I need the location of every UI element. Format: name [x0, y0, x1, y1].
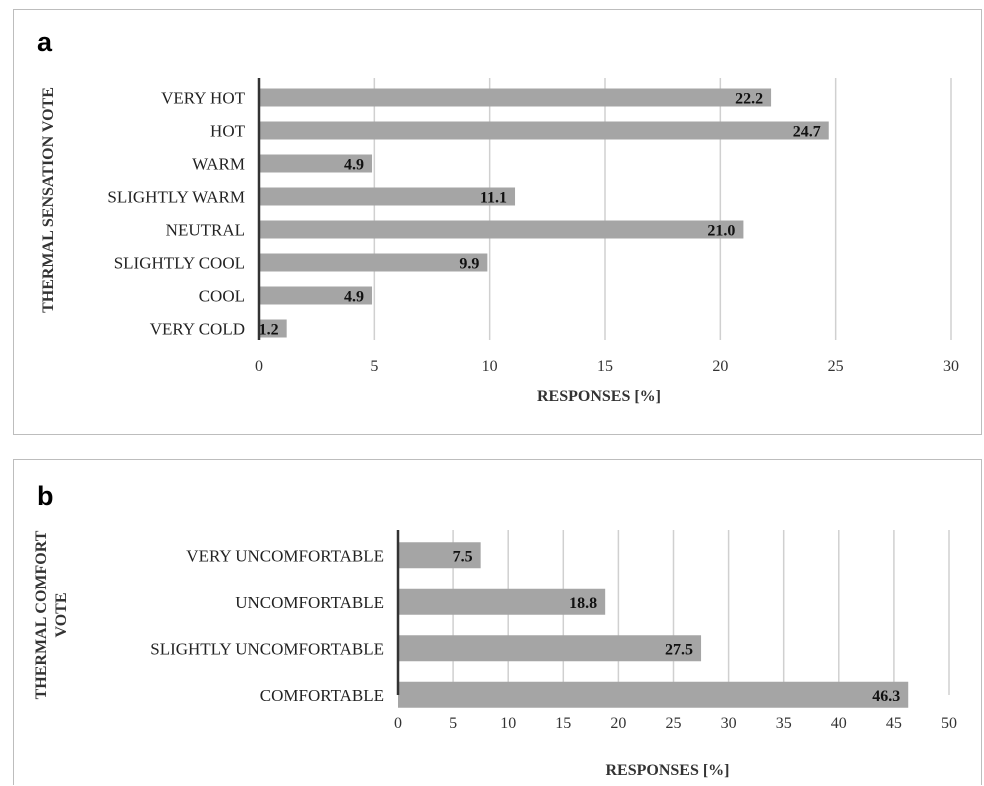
x-tick-label-b-6: 30	[721, 715, 737, 732]
y-axis-title-b-line-0: THERMAL COMFORT	[33, 530, 50, 699]
category-label-a-7: VERY COLD	[150, 320, 245, 339]
x-tick-label-a-1: 5	[370, 358, 378, 375]
x-tick-label-b-9: 45	[886, 715, 902, 732]
bar-a-2	[259, 154, 373, 173]
y-axis-title-b-line-1: VOTE	[53, 592, 70, 637]
x-tick-label-a-3: 15	[597, 358, 613, 375]
data-label-b-2: 27.5	[665, 641, 693, 658]
bar-a-3	[259, 187, 516, 206]
data-label-a-2: 4.9	[344, 157, 364, 174]
data-label-a-1: 24.7	[793, 124, 821, 141]
bar-a-1	[259, 121, 829, 140]
panel-letter-a: a	[37, 27, 53, 57]
category-label-b-2: SLIGHTLY UNCOMFORTABLE	[150, 639, 384, 658]
chart-b: VERY UNCOMFORTABLE 7.5 UNCOMFORTABLE 18.8 SL…	[33, 530, 957, 779]
x-axis-title-a: RESPONSES [%]	[537, 388, 661, 405]
category-label-b-1: UNCOMFORTABLE	[235, 593, 384, 612]
chart-panel-b: b VERY UNCOMFORTABLE 7.5 UNCOMFORTABLE 18.8…	[13, 459, 982, 785]
y-axis-title-a: THERMAL SENSATION VOTE	[40, 87, 57, 313]
chart-a: VERY HOT 22.2 HOT 24.7 WARM 4.9 SLIGHTLY WARM 1…	[40, 78, 959, 405]
category-label-a-1: HOT	[210, 122, 246, 141]
bar-b-3	[398, 681, 909, 708]
x-tick-label-b-7: 35	[776, 715, 792, 732]
category-label-a-4: NEUTRAL	[166, 221, 245, 240]
data-label-b-3: 46.3	[872, 688, 900, 705]
x-tick-label-b-1: 5	[449, 715, 457, 732]
category-label-b-3: COMFORTABLE	[260, 686, 384, 705]
bar-a-7	[259, 319, 287, 338]
category-label-a-2: WARM	[192, 155, 245, 174]
data-label-a-5: 9.9	[459, 256, 479, 273]
bar-b-2	[398, 635, 702, 662]
data-label-a-7: 1.2	[259, 322, 279, 339]
category-label-b-0: VERY UNCOMFORTABLE	[186, 546, 384, 565]
bar-b-0	[398, 542, 481, 569]
x-tick-label-a-6: 30	[943, 358, 959, 375]
bar-a-5	[259, 253, 488, 272]
category-label-a-3: SLIGHTLY WARM	[107, 188, 245, 207]
bar-a-4	[259, 220, 744, 239]
x-tick-label-a-2: 10	[482, 358, 498, 375]
x-tick-label-a-0: 0	[255, 358, 263, 375]
x-tick-label-b-3: 15	[555, 715, 571, 732]
data-label-b-1: 18.8	[569, 595, 597, 612]
bar-a-0	[259, 88, 772, 107]
bar-b-1	[398, 588, 606, 615]
panel-letter-b: b	[37, 481, 54, 511]
data-label-a-4: 21.0	[707, 223, 735, 240]
chart-panel-a: a VERY HOT 22.2 HOT 24.7 WARM 4.9 SLIGHTLY WAR…	[13, 9, 982, 435]
x-axis-title-b: RESPONSES [%]	[605, 762, 729, 779]
x-tick-label-b-2: 10	[500, 715, 516, 732]
category-label-a-6: COOL	[199, 287, 245, 306]
x-tick-label-a-4: 20	[712, 358, 728, 375]
data-label-b-0: 7.5	[453, 548, 473, 565]
x-tick-label-b-8: 40	[831, 715, 847, 732]
x-tick-label-a-5: 25	[828, 358, 844, 375]
bar-a-6	[259, 286, 373, 305]
category-label-a-5: SLIGHTLY COOL	[114, 254, 245, 273]
x-tick-label-b-4: 20	[610, 715, 626, 732]
data-label-a-3: 11.1	[480, 190, 507, 207]
category-label-a-0: VERY HOT	[161, 89, 246, 108]
x-tick-label-b-5: 25	[666, 715, 682, 732]
data-label-a-0: 22.2	[735, 91, 763, 108]
x-tick-label-b-10: 50	[941, 715, 957, 732]
data-label-a-6: 4.9	[344, 289, 364, 306]
x-tick-label-b-0: 0	[394, 715, 402, 732]
